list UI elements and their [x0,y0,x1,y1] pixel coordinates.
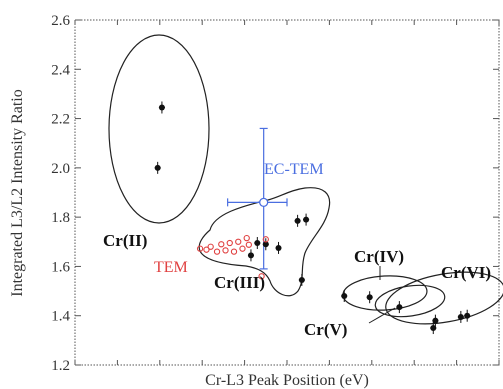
tem-point [222,247,229,254]
group-regions [108,34,503,325]
series-label-ec-tem: EC-TEM [264,161,324,178]
y-tick-label: 2.2 [51,112,70,128]
tem-point [243,234,250,242]
tem-point [239,245,246,252]
data-point [396,304,403,311]
tem-point [203,246,210,253]
region-cr-vi [385,271,503,325]
region-cr-ii [108,34,210,224]
y-tick-label: 2.6 [51,13,70,29]
tem-point [226,239,233,247]
series-label-tem: TEM [154,259,188,276]
leader-cr-v [368,307,396,324]
data-points [154,104,471,332]
y-tick-label: 1.4 [51,309,70,325]
tem-point [262,236,269,243]
data-point [298,276,305,283]
tem-point [207,243,214,250]
group-label-cr-iv: Cr(IV) [354,247,404,266]
data-point [294,217,301,224]
data-point [366,294,373,301]
y-tick-label: 1.6 [51,259,70,275]
data-point [341,293,348,299]
region-cr-v [374,284,446,318]
labels: Cr(II) Cr(III) Cr(IV) Cr(V) Cr(VI) TEM E… [103,161,491,339]
tem-point [218,241,225,248]
tem-point [245,241,252,248]
data-point [430,325,437,332]
y-tick-label: 2.4 [51,62,70,78]
y-tick-label: 1.2 [51,358,70,374]
tem-point [258,273,265,280]
data-point [303,216,310,223]
ec-tem-point [259,197,269,208]
region-cr-iii [198,187,331,297]
x-axis-title: Cr-L3 Peak Position (eV) [205,372,369,389]
tem-point [230,248,238,255]
tem-point [196,245,204,252]
data-point [154,164,161,171]
tem-point [235,238,242,245]
data-point [158,104,165,111]
y-tick-label: 2.0 [51,161,70,177]
group-label-cr-ii: Cr(II) [103,231,147,250]
data-point [464,312,471,319]
group-label-cr-v: Cr(V) [304,320,347,339]
data-point [262,241,269,248]
group-label-cr-iii: Cr(III) [214,273,265,292]
tem-point [213,248,221,255]
y-tick-label: 1.8 [51,210,70,226]
data-point [254,240,261,247]
y-axis: 1.2 1.4 1.6 1.8 2.0 2.2 2.4 2.6 [51,13,499,374]
y-axis-title: Integrated L3/L2 Intensity Ratio [9,89,26,297]
data-point [247,252,254,259]
x-axis [74,20,500,365]
data-point [432,317,439,324]
data-point [457,313,464,320]
data-point [275,244,282,251]
group-label-cr-vi: Cr(VI) [441,263,491,282]
